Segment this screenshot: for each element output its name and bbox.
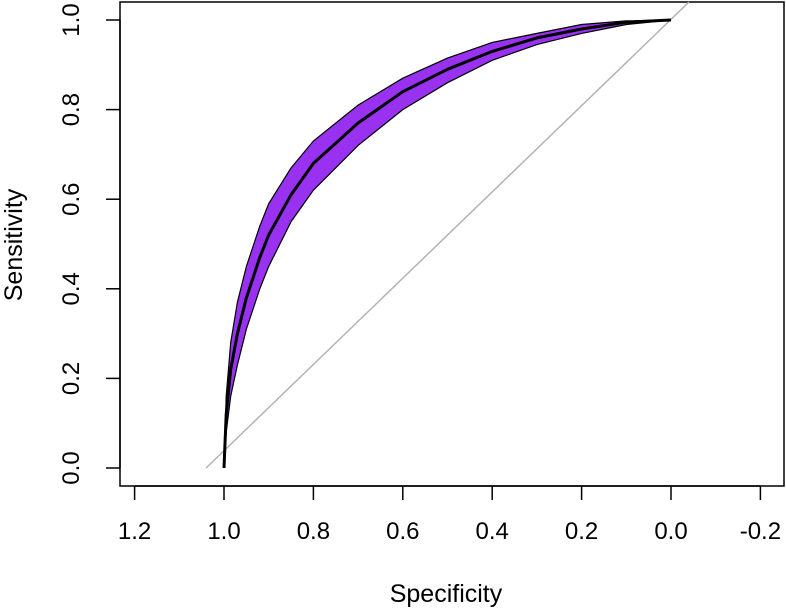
y-tick-label: 0.8 (58, 93, 85, 126)
x-tick-label: 1.0 (207, 518, 240, 545)
x-tick-label: 0.2 (565, 518, 598, 545)
reference-diagonal-line (205, 1, 690, 469)
y-tick-label: 0.0 (58, 451, 85, 484)
ci-band (223, 19, 672, 469)
x-tick-label: 1.2 (118, 518, 151, 545)
y-tick-label: 0.4 (58, 272, 85, 305)
y-axis-label: Sensitivity (0, 188, 28, 301)
y-tick-label: 1.0 (58, 3, 85, 36)
y-tick-label: 0.2 (58, 362, 85, 395)
x-tick-label: -0.2 (740, 518, 781, 545)
x-tick-label: 0.4 (476, 518, 509, 545)
x-axis-label: Specificity (390, 580, 503, 608)
x-tick-label: 0.6 (386, 518, 419, 545)
y-axis: 0.0 0.2 0.4 0.6 0.8 1.0 (58, 3, 121, 485)
x-tick-label: 0.8 (297, 518, 330, 545)
x-tick-label: 0.0 (654, 518, 687, 545)
x-axis: 1.2 1.0 0.8 0.6 0.4 0.2 0.0 -0.2 (118, 485, 781, 545)
y-tick-label: 0.6 (58, 183, 85, 216)
roc-curve-line (222, 18, 672, 469)
curve-layer (205, 1, 690, 469)
